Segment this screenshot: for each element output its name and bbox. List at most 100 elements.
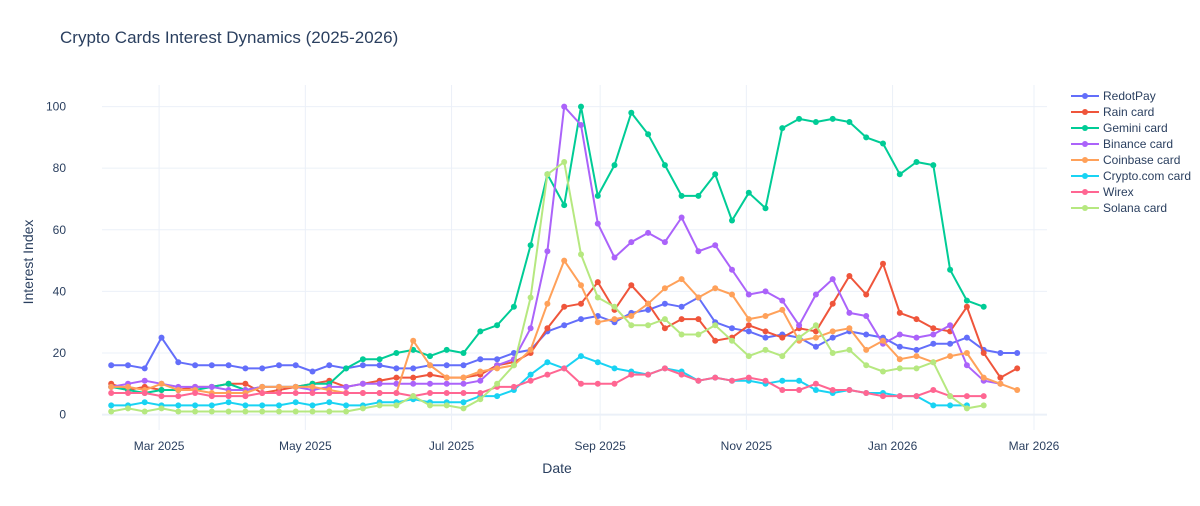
data-point — [913, 365, 920, 372]
data-point — [695, 377, 702, 384]
data-point — [645, 322, 652, 329]
data-point — [242, 365, 249, 372]
data-point — [292, 390, 299, 396]
data-point — [443, 346, 450, 353]
data-point — [259, 408, 266, 415]
y-axis-title: Interest Index — [20, 220, 36, 305]
data-point — [980, 374, 987, 381]
data-point — [259, 383, 266, 390]
data-point — [410, 365, 417, 372]
legend-item-coinbase-card[interactable]: Coinbase card — [1071, 153, 1180, 167]
data-point — [427, 380, 433, 387]
data-point — [225, 380, 232, 387]
y-tick-label: 60 — [53, 223, 67, 237]
chart-title: Crypto Cards Interest Dynamics (2025-202… — [60, 28, 398, 47]
data-point — [829, 328, 836, 335]
data-point — [242, 393, 249, 400]
series-wirex — [108, 365, 987, 400]
y-tick-label: 100 — [46, 100, 66, 114]
legend-item-rain-card[interactable]: Rain card — [1071, 105, 1154, 119]
data-point — [611, 380, 618, 387]
data-point — [494, 380, 501, 387]
data-point — [393, 374, 400, 381]
data-point — [611, 316, 618, 323]
data-point — [796, 387, 803, 393]
data-point — [678, 192, 685, 199]
data-point — [963, 393, 970, 400]
data-point — [343, 383, 350, 390]
data-point — [695, 294, 702, 301]
data-point — [695, 316, 702, 323]
legend[interactable]: RedotPay Rain card Gemini card Binance card… — [1071, 89, 1191, 215]
data-point — [745, 353, 752, 360]
data-point — [510, 383, 517, 390]
data-point — [729, 337, 735, 344]
data-point — [527, 371, 534, 378]
data-point — [309, 383, 316, 390]
legend-item-wirex[interactable]: Wirex — [1071, 185, 1134, 199]
data-point — [578, 251, 584, 258]
data-point — [963, 334, 970, 341]
data-point — [292, 399, 299, 406]
data-point — [427, 353, 433, 360]
data-point — [276, 383, 282, 390]
data-point — [443, 390, 450, 396]
data-point — [108, 408, 115, 415]
data-point — [326, 408, 333, 415]
legend-item-gemini-card[interactable]: Gemini card — [1071, 121, 1168, 135]
data-point — [729, 377, 735, 384]
data-point — [410, 337, 417, 344]
data-point — [695, 192, 702, 199]
data-point — [242, 408, 249, 415]
data-point — [309, 402, 316, 409]
data-point — [292, 408, 299, 415]
data-point — [343, 402, 350, 409]
data-point — [494, 365, 501, 372]
data-point — [930, 162, 937, 169]
data-point — [292, 362, 299, 369]
data-point — [276, 402, 282, 409]
data-point — [661, 300, 668, 307]
data-point — [477, 377, 484, 384]
legend-label: Coinbase card — [1103, 153, 1180, 167]
data-point — [141, 377, 148, 384]
data-point — [561, 322, 568, 329]
data-point — [762, 328, 769, 335]
legend-label: Gemini card — [1103, 121, 1168, 135]
data-point — [628, 282, 635, 289]
data-point — [846, 309, 853, 316]
data-point — [963, 405, 970, 412]
data-point — [829, 387, 836, 393]
data-point — [980, 303, 987, 310]
data-point — [192, 362, 199, 369]
data-point — [930, 340, 937, 347]
data-point — [393, 390, 400, 396]
legend-item-redotpay[interactable]: RedotPay — [1071, 89, 1156, 103]
data-point — [745, 291, 752, 298]
data-point — [762, 313, 769, 319]
data-point — [628, 239, 635, 246]
data-point — [141, 365, 148, 372]
legend-item-solana-card[interactable]: Solana card — [1071, 201, 1167, 215]
legend-item-crypto-com-card[interactable]: Crypto.com card — [1071, 169, 1191, 183]
legend-item-binance-card[interactable]: Binance card — [1071, 137, 1173, 151]
data-point — [829, 350, 836, 356]
data-point — [427, 362, 433, 369]
y-tick-label: 40 — [53, 284, 67, 298]
data-point — [846, 387, 853, 393]
data-point — [242, 402, 249, 409]
data-point — [510, 303, 517, 310]
data-point — [309, 408, 316, 415]
data-point — [309, 390, 316, 396]
data-point — [561, 365, 568, 372]
legend-label: RedotPay — [1103, 89, 1156, 103]
data-point — [745, 328, 752, 335]
data-point — [225, 408, 232, 415]
data-point — [913, 159, 920, 165]
data-point — [947, 402, 954, 409]
data-point — [259, 402, 266, 409]
data-point — [259, 390, 266, 396]
data-point — [544, 300, 551, 307]
data-point — [812, 380, 819, 387]
